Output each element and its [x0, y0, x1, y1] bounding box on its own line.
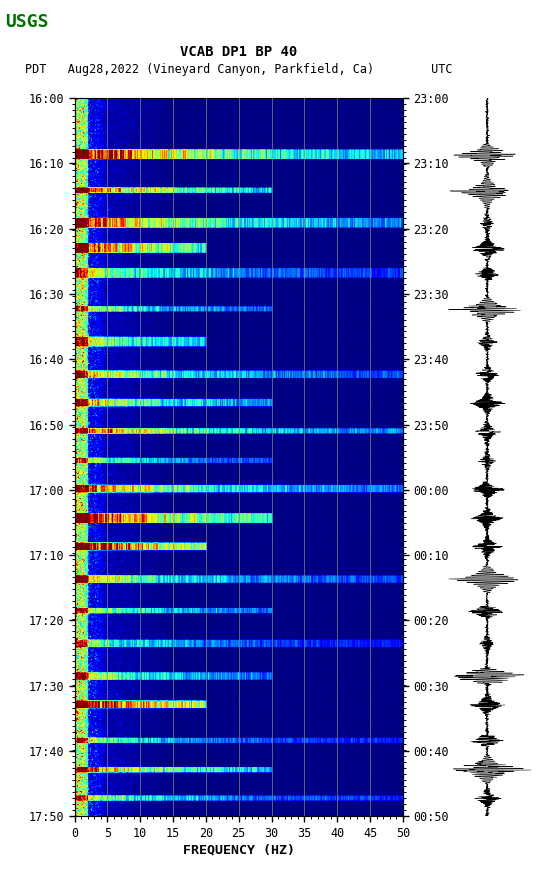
- X-axis label: FREQUENCY (HZ): FREQUENCY (HZ): [183, 844, 295, 856]
- Text: VCAB DP1 BP 40: VCAB DP1 BP 40: [180, 45, 298, 59]
- Text: PDT   Aug28,2022 (Vineyard Canyon, Parkfield, Ca)        UTC: PDT Aug28,2022 (Vineyard Canyon, Parkfie…: [25, 63, 453, 76]
- Text: USGS: USGS: [6, 13, 49, 31]
